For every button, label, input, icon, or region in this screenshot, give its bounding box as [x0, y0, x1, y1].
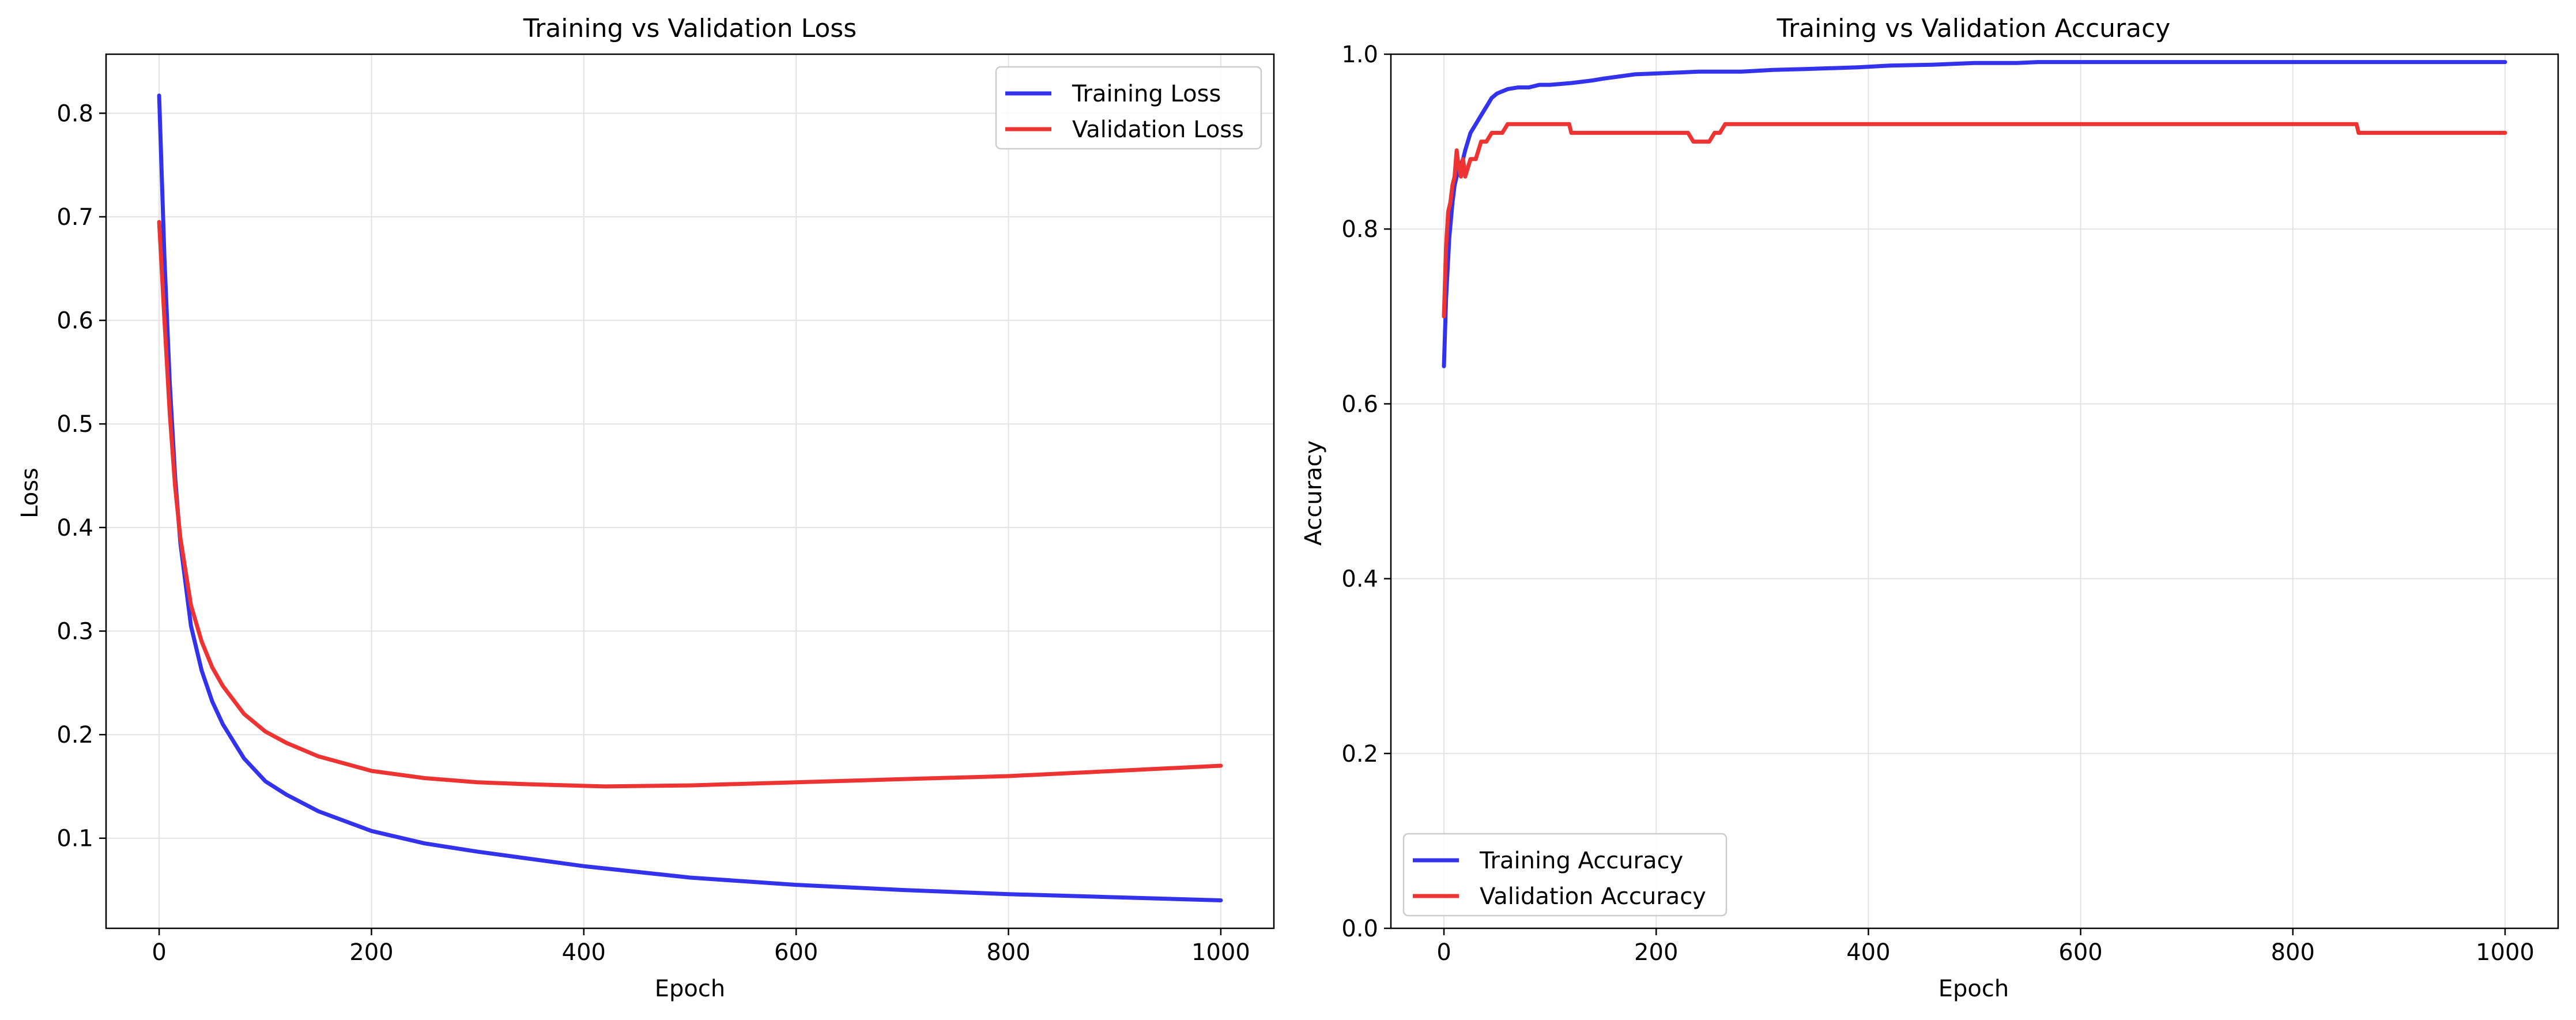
- loss-chart-xlabel: Epoch: [655, 976, 725, 1002]
- validation-loss-legend-label: Validation Loss: [1072, 116, 1244, 143]
- accuracy-y-tick-label: 1.0: [1341, 42, 1378, 68]
- loss-x-tick-label: 400: [562, 939, 606, 966]
- accuracy-x-tick-label: 600: [2058, 939, 2102, 966]
- training-accuracy-line: [1442, 60, 2507, 368]
- loss-y-tick-label: 0.8: [56, 100, 93, 127]
- accuracy-x-tick-label: 800: [2271, 939, 2315, 966]
- loss-chart-title: Training vs Validation Loss: [523, 14, 857, 43]
- loss-y-tick-label: 0.4: [56, 515, 93, 541]
- validation-loss-line: [157, 220, 1223, 789]
- accuracy-x-tick-label: 200: [1634, 939, 1678, 966]
- validation-accuracy-line: [1442, 122, 2507, 319]
- loss-plot-frame: [105, 53, 1275, 929]
- accuracy-y-tick-label: 0.2: [1341, 741, 1378, 767]
- loss-x-tick-label: 600: [774, 939, 818, 966]
- loss-y-tick-label: 0.6: [56, 308, 93, 334]
- accuracy-y-tick-label: 0.8: [1341, 216, 1378, 243]
- loss-chart-panel: Training vs Validation Loss Epoch Loss 0…: [17, 14, 1275, 1002]
- accuracy-legend: Training Accuracy Validation Accuracy: [1402, 833, 1728, 917]
- accuracy-y-tick-label: 0.4: [1341, 566, 1378, 593]
- accuracy-x-tick-label: 400: [1846, 939, 1890, 966]
- accuracy-plot-frame: [1390, 53, 2559, 929]
- loss-y-tick-label: 0.1: [56, 826, 93, 852]
- training-accuracy-legend-label: Training Accuracy: [1479, 848, 1683, 874]
- accuracy-chart-panel: Training vs Validation Accuracy Epoch Ac…: [1300, 14, 2559, 1002]
- loss-chart-ylabel: Loss: [17, 468, 43, 518]
- accuracy-y-tick-label: 0.0: [1341, 916, 1378, 942]
- loss-y-tick-label: 0.5: [56, 411, 93, 438]
- loss-x-tick-label: 1000: [1191, 939, 1250, 966]
- accuracy-y-tick-label: 0.6: [1341, 391, 1378, 417]
- accuracy-x-tick-label: 0: [1436, 939, 1451, 966]
- loss-y-tick-label: 0.3: [56, 618, 93, 645]
- loss-legend: Training Loss Validation Loss: [995, 66, 1262, 150]
- loss-x-tick-label: 0: [152, 939, 166, 966]
- loss-x-tick-label: 200: [349, 939, 393, 966]
- accuracy-x-tick-label: 1000: [2476, 939, 2534, 966]
- accuracy-chart-title: Training vs Validation Accuracy: [1777, 14, 2171, 43]
- accuracy-legend-box: [1402, 833, 1728, 917]
- loss-legend-box: [995, 66, 1262, 150]
- validation-accuracy-legend-label: Validation Accuracy: [1480, 883, 1706, 910]
- loss-x-tick-label: 800: [986, 939, 1030, 966]
- accuracy-chart-ylabel: Accuracy: [1300, 441, 1327, 546]
- accuracy-chart-xlabel: Epoch: [1938, 976, 2009, 1002]
- training-loss-legend-label: Training Loss: [1072, 81, 1221, 107]
- loss-y-tick-label: 0.2: [56, 722, 93, 748]
- loss-y-tick-label: 0.7: [56, 204, 93, 231]
